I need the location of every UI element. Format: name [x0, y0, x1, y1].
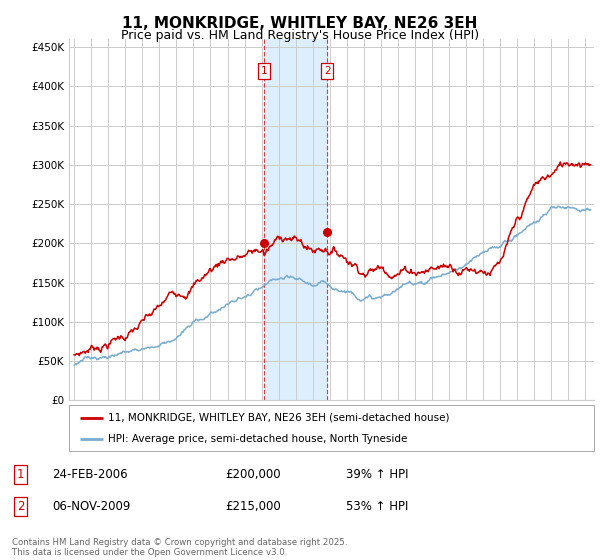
Text: 53% ↑ HPI: 53% ↑ HPI: [346, 500, 409, 513]
Text: 1: 1: [260, 66, 268, 76]
Text: HPI: Average price, semi-detached house, North Tyneside: HPI: Average price, semi-detached house,…: [109, 434, 408, 444]
Bar: [264, 39, 327, 400]
Text: Price paid vs. HM Land Registry's House Price Index (HPI): Price paid vs. HM Land Registry's House …: [121, 29, 479, 42]
Text: 1: 1: [17, 468, 25, 481]
Text: 11, MONKRIDGE, WHITLEY BAY, NE26 3EH: 11, MONKRIDGE, WHITLEY BAY, NE26 3EH: [122, 16, 478, 31]
Text: 2: 2: [324, 66, 331, 76]
Text: Contains HM Land Registry data © Crown copyright and database right 2025.
This d: Contains HM Land Registry data © Crown c…: [12, 538, 347, 557]
Text: 39% ↑ HPI: 39% ↑ HPI: [346, 468, 409, 481]
Text: 11, MONKRIDGE, WHITLEY BAY, NE26 3EH (semi-detached house): 11, MONKRIDGE, WHITLEY BAY, NE26 3EH (se…: [109, 413, 450, 423]
Text: £200,000: £200,000: [225, 468, 281, 481]
Text: 06-NOV-2009: 06-NOV-2009: [52, 500, 131, 513]
Text: 2: 2: [17, 500, 25, 513]
Text: £215,000: £215,000: [225, 500, 281, 513]
Text: 24-FEB-2006: 24-FEB-2006: [52, 468, 128, 481]
